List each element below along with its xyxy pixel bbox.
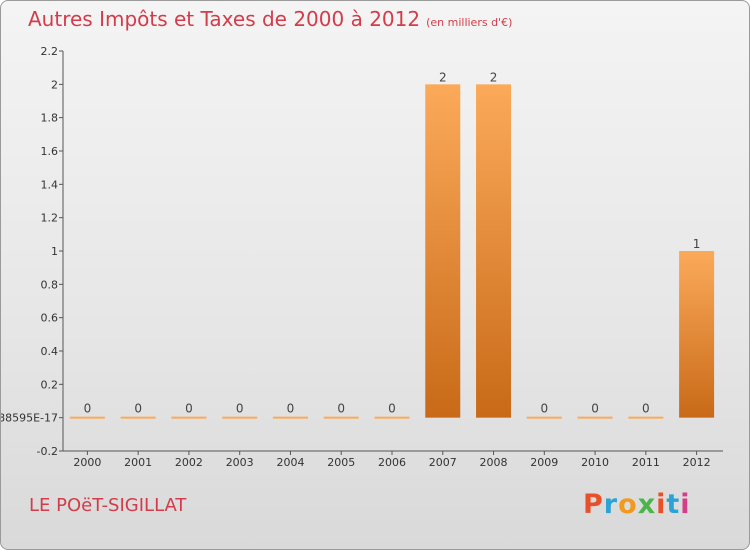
title-unit: (en milliers d'€) (426, 16, 513, 29)
commune-name: LE POëT-SIGILLAT (29, 495, 187, 516)
logo-letter: i (680, 489, 691, 520)
logo-letter: x (637, 489, 657, 520)
x-tick-label: 2011 (632, 456, 660, 469)
data-label: 0 (84, 402, 92, 416)
bar (628, 416, 664, 419)
data-label: 0 (337, 402, 345, 416)
chart-title: Autres Impôts et Taxes de 2000 à 2012 (en… (28, 7, 512, 31)
y-tick-label: 1.4 (41, 178, 59, 191)
x-tick-label: 2004 (276, 456, 304, 469)
x-tick-label: 2000 (73, 456, 101, 469)
x-tick-label: 2008 (480, 456, 508, 469)
x-tick-label: 2010 (581, 456, 609, 469)
y-tick-label: 0.6 (41, 312, 59, 325)
data-label: 0 (134, 402, 142, 416)
logo-letter: t (666, 489, 681, 520)
y-tick-label: -1.5265566588595E-17 (1, 412, 58, 425)
bar (222, 416, 258, 419)
bar (374, 416, 410, 419)
data-label: 0 (540, 402, 548, 416)
data-label: 0 (642, 402, 650, 416)
x-tick-label: 2006 (378, 456, 406, 469)
x-tick-label: 2002 (175, 456, 203, 469)
x-tick-label: 2005 (327, 456, 355, 469)
data-label: 2 (439, 70, 447, 84)
x-tick-label: 2007 (429, 456, 457, 469)
y-tick-label: 2.2 (41, 45, 59, 58)
x-tick-label: 2009 (530, 456, 558, 469)
x-tick-label: 2012 (683, 456, 711, 469)
bar (69, 416, 105, 419)
data-label: 1 (693, 237, 701, 251)
y-tick-label: 1.8 (41, 112, 59, 125)
bar (171, 416, 207, 419)
data-label: 2 (490, 70, 498, 84)
y-tick-label: 1.6 (41, 145, 59, 158)
bar (272, 416, 308, 419)
bar (577, 416, 613, 419)
data-label: 0 (287, 402, 295, 416)
title-text: Autres Impôts et Taxes de 2000 à 2012 (28, 7, 421, 31)
bar (323, 416, 359, 419)
y-tick-label: 0.4 (41, 345, 59, 358)
proxiti-logo: Proxiti (583, 489, 691, 520)
data-label: 0 (185, 402, 193, 416)
logo-letter: o (618, 489, 638, 520)
x-tick-label: 2001 (124, 456, 152, 469)
data-label: 0 (236, 402, 244, 416)
logo-letter: i (656, 489, 667, 520)
y-tick-label: 0.8 (41, 278, 59, 291)
bar (526, 416, 562, 419)
logo-letter: P (583, 489, 604, 520)
bar (679, 251, 715, 418)
data-label: 0 (388, 402, 396, 416)
y-tick-label: 1 (51, 245, 58, 258)
bar (120, 416, 156, 419)
logo-letter: r (603, 489, 619, 520)
y-tick-label: 1.2 (41, 212, 59, 225)
y-tick-label: -0.2 (37, 445, 58, 458)
y-tick-label: 2 (51, 78, 58, 91)
x-tick-label: 2003 (226, 456, 254, 469)
data-label: 0 (591, 402, 599, 416)
bar (476, 84, 512, 418)
bar (425, 84, 461, 418)
y-tick-label: 0.2 (41, 378, 59, 391)
